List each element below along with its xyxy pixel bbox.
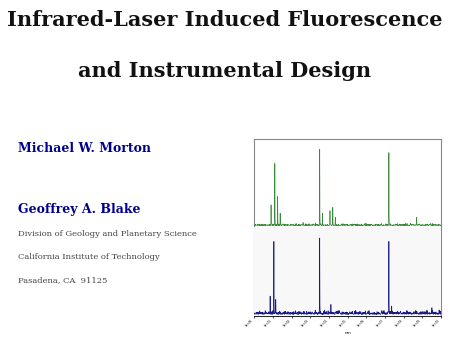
Text: Michael W. Morton: Michael W. Morton [18,142,151,155]
Text: Pasadena, CA  91125: Pasadena, CA 91125 [18,276,108,284]
Text: Division of Geology and Planetary Science: Division of Geology and Planetary Scienc… [18,230,197,238]
Text: and Instrumental Design: and Instrumental Design [78,61,372,81]
Text: California Institute of Technology: California Institute of Technology [18,253,160,261]
Text: Infrared-Laser Induced Fluorescence: Infrared-Laser Induced Fluorescence [7,10,443,30]
Text: Geoffrey A. Blake: Geoffrey A. Blake [18,203,140,216]
